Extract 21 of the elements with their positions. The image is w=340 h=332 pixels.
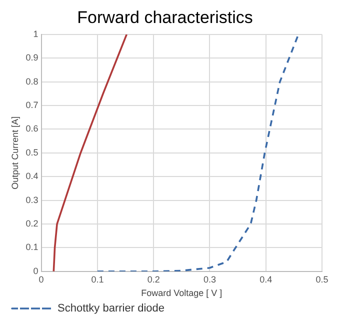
x-tick-label: 0.4: [260, 274, 272, 284]
y-tick-label: 0.3: [26, 194, 38, 205]
line-series: [96, 34, 300, 272]
y-tick-label: 0.7: [26, 100, 38, 110]
y-tick-label: 0.6: [26, 124, 38, 134]
y-tick-label: 1: [33, 28, 38, 39]
y-axis-title: Output Current [A]: [10, 116, 20, 190]
y-tick-label: 0.9: [26, 52, 38, 63]
y-tick-label: 0.5: [26, 147, 38, 158]
y-tick-label: 0.1: [26, 242, 38, 252]
legend-label: Schottky barrier diode: [58, 302, 164, 315]
x-axis-title: Foward Voltage [ V ]: [141, 288, 222, 298]
y-tick-label: 0.4: [26, 171, 38, 182]
x-tick-label: 0.1: [91, 274, 104, 284]
x-tick-label: 0.5: [316, 274, 328, 284]
y-tick-label: 0.8: [26, 76, 38, 86]
x-tick-label: 0.2: [147, 274, 160, 284]
y-tick-label: 0: [33, 266, 38, 276]
x-tick-label: 0.3: [203, 274, 216, 284]
chart-title: Forward characteristics: [77, 8, 253, 27]
y-tick-label: 0.2: [26, 218, 38, 228]
